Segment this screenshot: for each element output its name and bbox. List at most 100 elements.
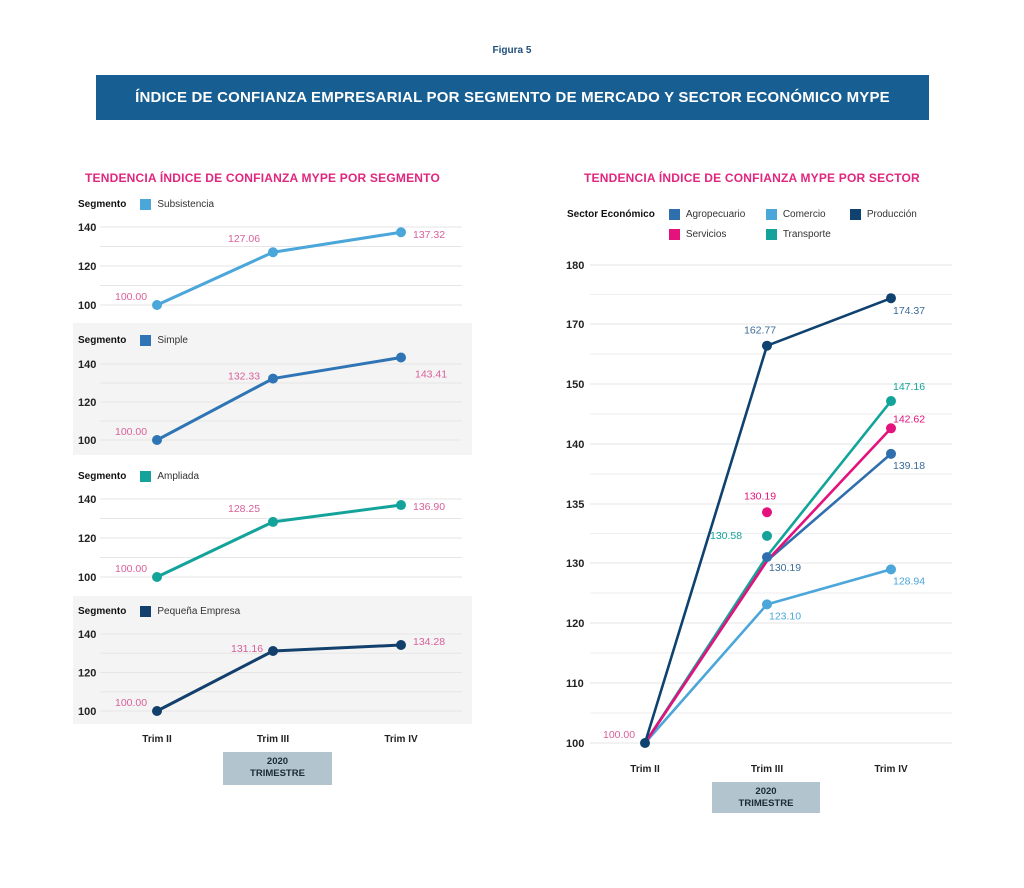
data-label: 100.00	[115, 563, 147, 575]
data-label: 132.33	[228, 371, 260, 383]
data-point	[762, 599, 772, 610]
panel-background-pequena-empresa	[73, 596, 472, 724]
legend-item-servicios: Servicios	[668, 229, 766, 240]
y-tick-label: 120	[78, 261, 96, 273]
y-tick-label: 110	[566, 678, 584, 690]
legend-item-comercio: Comercio	[765, 209, 850, 220]
legend-title: Segmento	[78, 199, 127, 210]
legend-swatch	[668, 229, 680, 240]
legend-label: Ampliada	[157, 471, 200, 482]
data-point	[268, 516, 278, 527]
data-label: 174.37	[893, 305, 925, 317]
y-tick-label: 170	[566, 319, 584, 331]
data-point	[762, 552, 772, 563]
data-point	[396, 500, 406, 511]
data-label: 137.32	[413, 229, 445, 241]
data-label: 131.16	[231, 643, 263, 655]
legend-label: Pequeña Empresa	[157, 606, 241, 617]
legend-item-transporte: Transporte	[765, 229, 850, 240]
panel-background-simple	[73, 323, 472, 455]
legend-title: Segmento	[78, 335, 127, 346]
y-tick-label: 120	[78, 397, 96, 409]
data-point	[886, 293, 896, 304]
data-label: 130.19	[769, 562, 801, 574]
legend-label: Comercio	[782, 209, 826, 220]
x-tick-label: Trim III	[257, 734, 289, 745]
y-tick-label: 100	[566, 738, 584, 750]
legend-segment-pequena-empresa: Segmento Pequeña Empresa	[78, 606, 240, 617]
data-label: 100.00	[115, 291, 147, 303]
data-label: 136.90	[413, 501, 445, 513]
legend-segment-subsistencia: Segmento Subsistencia	[78, 199, 214, 210]
y-tick-label: 100	[78, 435, 96, 447]
legend-title: Sector Económico	[567, 209, 655, 220]
legend-swatch	[765, 229, 777, 240]
legend-label: Servicios	[685, 229, 727, 240]
x-tick-label: Trim III	[751, 764, 783, 775]
data-point	[886, 423, 896, 434]
data-label: 123.10	[769, 610, 801, 622]
data-point-origin	[640, 738, 650, 748]
series-line-simple	[156, 356, 402, 442]
y-tick-label: 120	[78, 533, 96, 545]
data-label: 128.94	[893, 575, 925, 587]
data-label: 142.62	[893, 413, 925, 425]
y-tick-label: 130	[566, 558, 584, 570]
y-tick-label: 120	[78, 668, 96, 680]
legend-swatch	[140, 606, 152, 617]
x-axis-label: TRIMESTRE	[738, 798, 794, 809]
y-tick-label: 100	[78, 300, 96, 312]
legend-label: Subsistencia	[157, 199, 215, 210]
x-tick-label: Trim IV	[384, 734, 418, 745]
data-point	[152, 300, 162, 310]
legend-label: Producción	[866, 209, 917, 220]
legend-swatch	[140, 199, 152, 210]
data-label: 143.41	[415, 369, 447, 381]
y-tick-label: 180	[566, 260, 584, 272]
data-point	[886, 448, 896, 459]
x-axis-title-right: 2020 TRIMESTRE	[712, 782, 820, 813]
series-line-producción	[643, 297, 892, 744]
y-tick-label: 140	[78, 222, 96, 234]
y-tick-label: 100	[78, 706, 96, 718]
series-line-comercio	[644, 568, 892, 744]
legend-item-agropecuario: Agropecuario	[668, 209, 766, 220]
legend-label: Transporte	[782, 229, 831, 240]
data-point	[152, 572, 162, 582]
data-label: 100.00	[115, 426, 147, 438]
legend-segment-simple: Segmento Simple	[78, 335, 188, 346]
legend-segment-ampliada: Segmento Ampliada	[78, 471, 199, 482]
x-axis-year: 2020	[755, 786, 777, 797]
legend-swatch	[765, 209, 777, 220]
data-point	[886, 564, 896, 575]
legend-item-produccion: Producción	[849, 209, 940, 220]
data-point	[396, 640, 406, 651]
legend-title: Segmento	[78, 471, 127, 482]
data-point	[762, 530, 772, 541]
series-line-pequeña-empresa	[156, 643, 402, 713]
series-line-transporte	[643, 400, 893, 744]
data-label: 127.06	[228, 233, 260, 245]
y-tick-label: 140	[78, 494, 96, 506]
data-point	[268, 373, 278, 384]
data-point	[762, 340, 772, 351]
x-tick-label: Trim II	[142, 734, 172, 745]
data-point	[152, 706, 162, 716]
right-chart-title: TENDENCIA ÍNDICE DE CONFIANZA MYPE POR S…	[584, 171, 920, 185]
y-tick-label: 150	[566, 379, 584, 391]
y-tick-label: 140	[78, 359, 96, 371]
data-label: 130.19	[744, 490, 776, 502]
data-label: 139.18	[893, 460, 925, 472]
data-point	[396, 352, 406, 363]
legend-swatch	[140, 471, 152, 482]
series-line-ampliada	[156, 503, 402, 579]
legend-label: Simple	[157, 335, 188, 346]
data-label: 100.00	[603, 729, 635, 741]
data-point	[268, 247, 278, 258]
data-label: 147.16	[893, 381, 925, 393]
x-tick-label: Trim IV	[874, 764, 908, 775]
left-chart-title: TENDENCIA ÍNDICE DE CONFIANZA MYPE POR S…	[85, 171, 440, 185]
data-point	[152, 435, 162, 445]
data-label: 162.77	[744, 325, 776, 337]
